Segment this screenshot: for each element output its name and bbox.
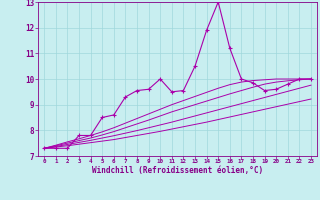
X-axis label: Windchill (Refroidissement éolien,°C): Windchill (Refroidissement éolien,°C) — [92, 166, 263, 175]
